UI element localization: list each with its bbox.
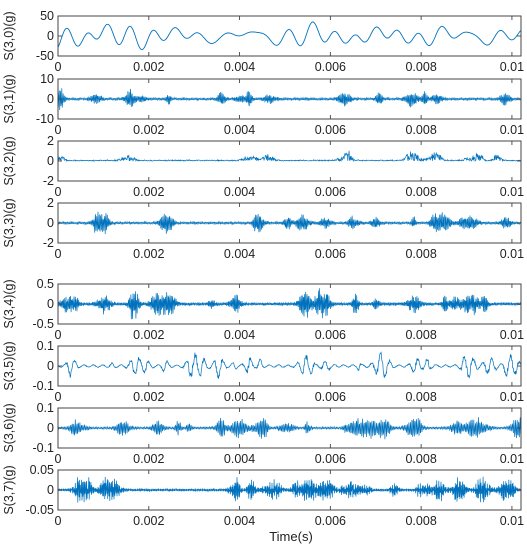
y-tick-label-7-2: -0.05 — [26, 503, 55, 517]
x-tick-label-5-3: 0.006 — [315, 390, 346, 404]
panel-5: 0.10-0.10 0.002 0.004 0.006 0.008 0.01S(3,5)(… — [2, 339, 524, 404]
x-tick-label-7-0: 0 — [55, 514, 62, 528]
x-tick-label-5-1: 0.002 — [133, 390, 164, 404]
y-tick-label-3-1: 0 — [47, 216, 54, 230]
panel-1: 100-100 0.002 0.004 0.006 0.008 0.01S(3,1)(g) — [2, 72, 524, 137]
signal-line-1 — [58, 88, 521, 111]
signal-line-6 — [58, 417, 521, 440]
y-tick-label-6-1: 0 — [47, 421, 54, 435]
y-tick-label-7-0: 0.05 — [30, 463, 54, 477]
y-axis-label-3: S(3,3)(g) — [2, 198, 16, 247]
signal-line-7 — [58, 476, 521, 503]
x-tick-label-7-2: 0.004 — [224, 514, 255, 528]
x-tick-label-1-1: 0.002 — [133, 123, 164, 137]
x-tick-label-7-4: 0.008 — [405, 514, 436, 528]
panel-4: 0.50-0.50 0.002 0.004 0.006 0.008 0.01S(3,4)(… — [2, 277, 524, 342]
x-tick-label-4-0: 0 — [55, 328, 62, 342]
y-tick-label-2-0: 2 — [47, 134, 54, 148]
x-tick-label-4-3: 0.006 — [315, 328, 346, 342]
x-tick-label-7-5: 0.01 — [500, 514, 524, 528]
panel-0: 500-500 0.002 0.004 0.006 0.008 0.01S(3,0)(g) — [2, 9, 524, 74]
x-tick-label-3-1: 0.002 — [133, 247, 164, 261]
x-tick-label-1-0: 0 — [55, 123, 62, 137]
y-tick-label-6-0: 0.1 — [37, 401, 54, 415]
x-tick-label-1-2: 0.004 — [224, 123, 255, 137]
signal-line-3 — [58, 211, 521, 235]
panel-7: 0.050-0.050 0.002 0.004 0.006 0.008 0.01S(3,7… — [2, 463, 524, 528]
x-tick-label-5-0: 0 — [55, 390, 62, 404]
plot-area-0 — [57, 15, 522, 57]
x-tick-label-2-5: 0.01 — [500, 185, 524, 199]
y-tick-label-2-1: 0 — [47, 154, 54, 168]
panel-6: 0.10-0.10 0.002 0.004 0.006 0.008 0.01S(3,6)(… — [2, 401, 524, 466]
x-tick-label-1-5: 0.01 — [500, 123, 524, 137]
x-tick-label-3-3: 0.006 — [315, 247, 346, 261]
x-tick-label-3-2: 0.004 — [224, 247, 255, 261]
x-tick-label-0-0: 0 — [55, 60, 62, 74]
y-axis-label-7: S(3,7)(g) — [2, 465, 16, 514]
x-tick-label-4-4: 0.008 — [405, 328, 436, 342]
x-tick-label-0-1: 0.002 — [133, 60, 164, 74]
y-tick-label-4-1: 0 — [47, 297, 54, 311]
y-tick-label-0-1: 0 — [47, 29, 54, 43]
x-tick-label-6-4: 0.008 — [405, 452, 436, 466]
y-tick-label-1-0: 10 — [40, 72, 54, 86]
x-tick-label-7-1: 0.002 — [133, 514, 164, 528]
x-tick-label-6-5: 0.01 — [500, 452, 524, 466]
y-tick-label-3-0: 2 — [47, 196, 54, 210]
signal-line-4 — [58, 288, 521, 320]
x-tick-label-2-2: 0.004 — [224, 185, 255, 199]
y-tick-label-4-2: -0.5 — [32, 317, 54, 331]
x-tick-label-5-4: 0.008 — [405, 390, 436, 404]
x-tick-label-5-5: 0.01 — [500, 390, 524, 404]
x-tick-label-1-4: 0.008 — [405, 123, 436, 137]
x-tick-label-2-1: 0.002 — [133, 185, 164, 199]
y-tick-label-1-2: -10 — [36, 112, 54, 126]
y-tick-label-4-0: 0.5 — [37, 277, 54, 291]
signal-line-5 — [58, 351, 521, 379]
y-tick-label-0-0: 50 — [40, 9, 54, 23]
x-tick-label-3-4: 0.008 — [405, 247, 436, 261]
x-tick-label-3-0: 0 — [55, 247, 62, 261]
x-tick-label-6-0: 0 — [55, 452, 62, 466]
x-tick-label-2-3: 0.006 — [315, 185, 346, 199]
x-tick-label-3-5: 0.01 — [500, 247, 524, 261]
y-axis-label-0: S(3,0)(g) — [2, 11, 16, 60]
y-tick-label-1-1: 0 — [47, 92, 54, 106]
x-tick-label-1-3: 0.006 — [315, 123, 346, 137]
y-axis-label-4: S(3,4)(g) — [2, 279, 16, 328]
panel-3: 20-20 0.002 0.004 0.006 0.008 0.01S(3,3)(g) — [2, 196, 524, 261]
y-tick-label-3-2: -2 — [43, 236, 54, 250]
x-tick-label-0-5: 0.01 — [500, 60, 524, 74]
signal-line-2 — [58, 150, 521, 163]
y-tick-label-6-2: -0.1 — [32, 441, 54, 455]
x-tick-label-5-2: 0.004 — [224, 390, 255, 404]
x-tick-label-0-2: 0.004 — [224, 60, 255, 74]
y-axis-label-2: S(3,2)(g) — [2, 136, 16, 185]
x-tick-label-7-3: 0.006 — [315, 514, 346, 528]
x-axis-label: Time(s) — [269, 529, 313, 544]
y-axis-label-1: S(3,1)(g) — [2, 74, 16, 123]
x-tick-label-4-1: 0.002 — [133, 328, 164, 342]
x-tick-label-2-4: 0.008 — [405, 185, 436, 199]
y-tick-label-5-1: 0 — [47, 359, 54, 373]
y-tick-label-2-2: -2 — [43, 174, 54, 188]
y-axis-label-5: S(3,5)(g) — [2, 341, 16, 390]
x-tick-label-6-3: 0.006 — [315, 452, 346, 466]
signal-line-0 — [58, 21, 521, 51]
y-tick-label-5-2: -0.1 — [32, 379, 54, 393]
x-tick-label-0-4: 0.008 — [405, 60, 436, 74]
y-tick-label-7-1: 0 — [47, 483, 54, 497]
y-tick-label-0-2: -50 — [36, 49, 54, 63]
x-tick-label-6-1: 0.002 — [133, 452, 164, 466]
x-tick-label-4-2: 0.004 — [224, 328, 255, 342]
x-tick-label-2-0: 0 — [55, 185, 62, 199]
panel-2: 20-20 0.002 0.004 0.006 0.008 0.01S(3,2)(g) — [2, 134, 524, 199]
x-tick-label-6-2: 0.004 — [224, 452, 255, 466]
y-axis-label-6: S(3,6)(g) — [2, 403, 16, 452]
x-tick-label-4-5: 0.01 — [500, 328, 524, 342]
x-tick-label-0-3: 0.006 — [315, 60, 346, 74]
y-tick-label-5-0: 0.1 — [37, 339, 54, 353]
